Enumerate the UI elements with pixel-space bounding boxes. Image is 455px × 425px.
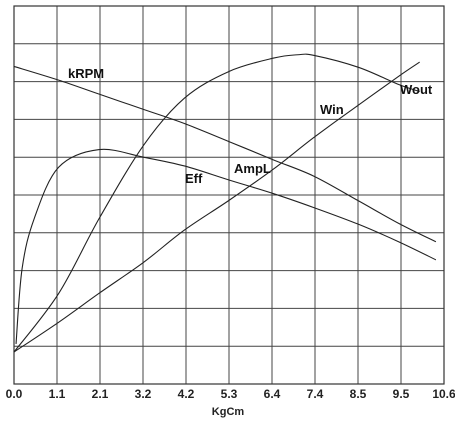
series-line-ampl [13, 61, 420, 353]
x-tick-label: 7.4 [307, 387, 324, 401]
plot-frame [13, 5, 445, 385]
x-tick-label: 1.1 [49, 387, 66, 401]
series-label-eff: Eff [185, 171, 203, 186]
series-label-wout: Wout [400, 82, 433, 97]
x-tick-label: 4.2 [178, 387, 195, 401]
x-tick-label: 8.5 [350, 387, 367, 401]
series-line-eff [15, 148, 437, 345]
series-label-win: Win [320, 102, 344, 117]
x-tick-label: 3.2 [135, 387, 152, 401]
x-tick-labels: 0.0 1.1 2.1 3.2 4.2 5.3 6.4 7.4 8.5 9.5 10.6 [6, 387, 455, 401]
grid [13, 5, 445, 385]
x-tick-label: 0.0 [6, 387, 23, 401]
x-tick-label: 10.6 [432, 387, 455, 401]
series-label-krpm: kRPM [68, 66, 104, 81]
series-line-win [13, 53, 420, 353]
x-tick-label: 2.1 [92, 387, 109, 401]
series-label-ampl: AmpL [234, 161, 271, 176]
series-line-krpm [13, 65, 437, 243]
x-axis-title: KgCm [212, 406, 245, 418]
x-tick-label: 6.4 [264, 387, 281, 401]
x-tick-label: 5.3 [221, 387, 238, 401]
curves [13, 53, 437, 353]
x-tick-label: 9.5 [393, 387, 410, 401]
